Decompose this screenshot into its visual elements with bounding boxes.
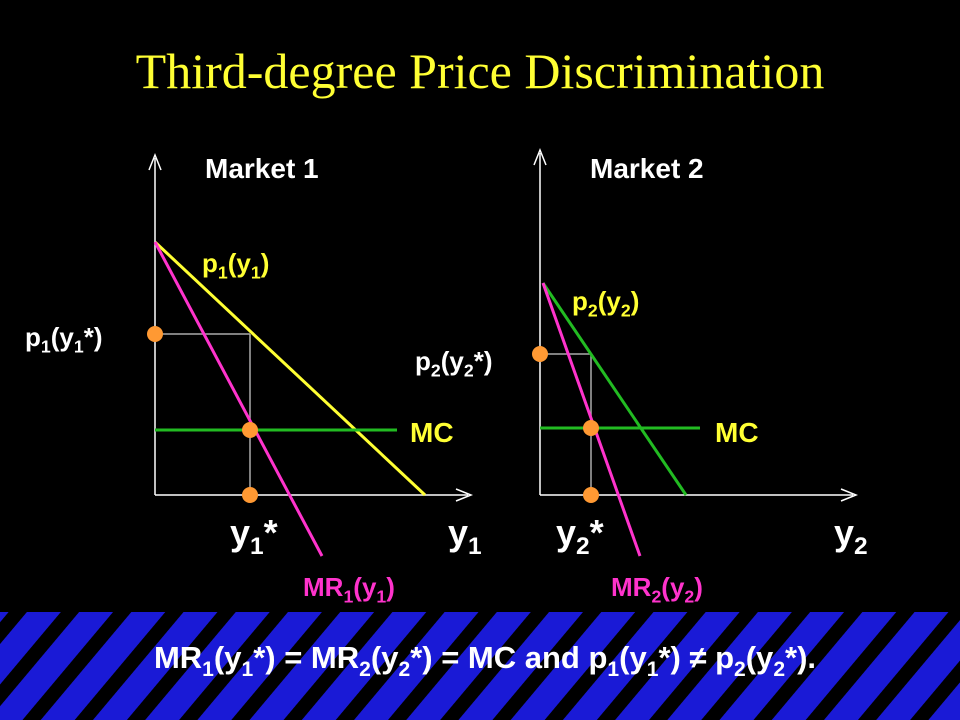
subscript: 1 xyxy=(202,658,214,681)
mr-curve xyxy=(541,282,642,557)
text-run: * xyxy=(590,512,604,553)
subscript: 2 xyxy=(431,361,441,381)
text-run: *) xyxy=(84,322,103,352)
subscript: 1 xyxy=(343,587,353,607)
text-run: p xyxy=(415,346,431,376)
mr-label: MR1(y1) xyxy=(303,572,395,607)
text-run: (y xyxy=(228,248,252,278)
subscript: 2 xyxy=(773,658,785,681)
subscript: 2 xyxy=(398,658,410,681)
text-run: ) xyxy=(694,572,703,602)
text-run: (y xyxy=(598,286,622,316)
text-run: ) xyxy=(386,572,395,602)
subscript: 2 xyxy=(576,533,590,560)
text-run: (y xyxy=(371,640,399,675)
text-run: y xyxy=(834,512,854,553)
text-run: p xyxy=(25,322,41,352)
text-run: MR xyxy=(611,572,652,602)
text-run: (y xyxy=(353,572,377,602)
price-label: p2(y2*) xyxy=(415,346,492,381)
demand-curve xyxy=(541,282,688,496)
conclusion: MR1(y1*) = MR2(y2*) = MC and p1(y1*) ≠ p… xyxy=(154,640,816,681)
subscript: 1 xyxy=(251,263,261,283)
subscript: 1 xyxy=(468,533,482,560)
text-run: y xyxy=(556,512,576,553)
quantity-label: y2* xyxy=(556,512,604,560)
text-run: (y xyxy=(619,640,647,675)
text-run: *). xyxy=(785,640,816,675)
subscript: 2 xyxy=(588,301,598,321)
demand-label: p1(y1) xyxy=(202,248,269,283)
text-run: *) = MC and p xyxy=(410,640,607,675)
title: Third-degree Price Discrimination xyxy=(136,43,825,99)
text-run: MR xyxy=(154,640,202,675)
price-label: p1(y1*) xyxy=(25,322,102,357)
text-run: (y xyxy=(214,640,242,675)
market-1-graph xyxy=(147,152,474,557)
subscript: 1 xyxy=(607,658,619,681)
subscript: 1 xyxy=(41,337,51,357)
subscript: 2 xyxy=(734,658,746,681)
subscript: 2 xyxy=(684,587,694,607)
text-run: *) = MR xyxy=(253,640,359,675)
subscript: 2 xyxy=(854,533,868,560)
text-run: (y xyxy=(746,640,774,675)
text-run: *) ≠ p xyxy=(658,640,734,675)
quantity-label: y1* xyxy=(230,512,278,560)
text-run: p xyxy=(572,286,588,316)
text-run: ) xyxy=(631,286,640,316)
subscript: 1 xyxy=(647,658,659,681)
market-2-graph xyxy=(532,147,859,557)
text-run: (y xyxy=(51,322,75,352)
mr-label: MR2(y2) xyxy=(611,572,703,607)
subscript: 1 xyxy=(74,337,84,357)
text-run: ) xyxy=(261,248,270,278)
mc-label: MC xyxy=(715,417,759,448)
text-run: (y xyxy=(661,572,685,602)
text-run: * xyxy=(264,512,278,553)
subscript: 1 xyxy=(250,533,264,560)
subscript: 1 xyxy=(218,263,228,283)
text-run: y xyxy=(448,512,468,553)
subscript: 2 xyxy=(464,361,474,381)
subscript: 2 xyxy=(621,301,631,321)
market-heading: Market 1 xyxy=(205,153,319,184)
axis-label: y2 xyxy=(834,512,868,560)
text-run: y xyxy=(230,512,250,553)
market-heading: Market 2 xyxy=(590,153,704,184)
subscript: 1 xyxy=(376,587,386,607)
subscript: 2 xyxy=(359,658,371,681)
mr-curve xyxy=(153,241,324,557)
text-run: *) xyxy=(474,346,493,376)
demand-curve xyxy=(153,240,427,497)
subscript: 1 xyxy=(241,658,253,681)
mc-label: MC xyxy=(410,417,454,448)
demand-label: p2(y2) xyxy=(572,286,639,321)
axis-label: y1 xyxy=(448,512,482,560)
footer-band xyxy=(0,612,960,720)
text-run: p xyxy=(202,248,218,278)
text-run: (y xyxy=(441,346,465,376)
subscript: 2 xyxy=(651,587,661,607)
text-run: MR xyxy=(303,572,344,602)
